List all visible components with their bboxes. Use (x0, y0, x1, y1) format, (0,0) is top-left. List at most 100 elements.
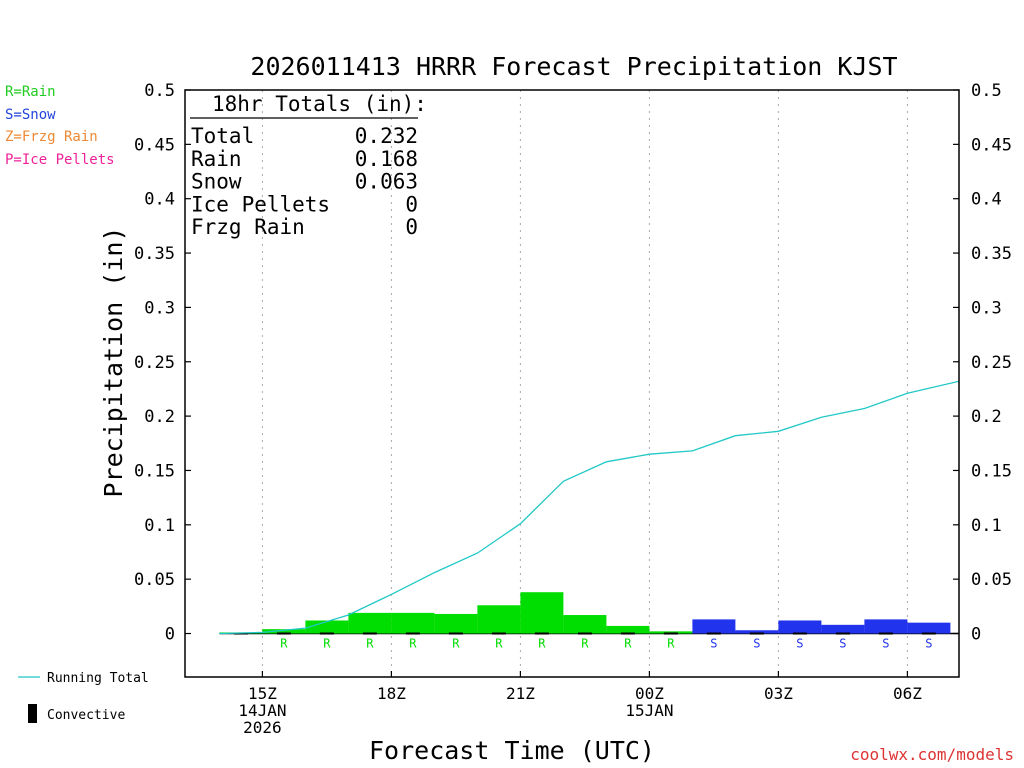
totals-row-value: 0.063 (355, 170, 418, 194)
convective-bar (362, 632, 377, 635)
convective-bar (663, 632, 678, 635)
rain-bar (520, 592, 564, 634)
rain-bar (391, 612, 435, 634)
y-tick-label-right: 0.3 (971, 298, 1002, 318)
convective-bar (577, 632, 592, 635)
running-total-legend-label: Running Total (47, 671, 149, 686)
convective-bar (491, 632, 506, 635)
convective-legend: Convective (28, 704, 125, 723)
totals-row-label: Frzg Rain (191, 215, 305, 239)
precip-type-letter: S (796, 637, 803, 651)
totals-header: 18hr Totals (in): (212, 92, 427, 116)
y-tick-label-left: 0.3 (144, 298, 175, 318)
convective-bar (706, 632, 721, 635)
convective-bar (749, 632, 764, 635)
totals-row-label: Ice Pellets (191, 192, 330, 216)
x-tick-label: 00Z (635, 684, 664, 703)
precip-type-letter: R (495, 637, 503, 651)
rain-bar (563, 615, 607, 634)
totals-row-label: Snow (191, 170, 242, 194)
precip-type-letter: R (538, 637, 546, 651)
x-tick-label: 14JAN (238, 701, 286, 720)
convective-bar (878, 632, 893, 635)
y-tick-label-right: 0.5 (971, 81, 1002, 101)
totals-row-value: 0 (405, 192, 418, 216)
convective-legend-label: Convective (47, 708, 125, 723)
y-tick-label-right: 0 (971, 625, 981, 645)
legend-snow: S=Snow (5, 107, 56, 123)
y-tick-label-right: 0.25 (971, 353, 1012, 373)
convective-bar (835, 632, 850, 635)
precip-type-legend: R=Rain S=Snow Z=Frzg Rain P=Ice Pellets (5, 84, 115, 168)
y-tick-label-left: 0.1 (144, 516, 175, 536)
precip-type-letter: R (581, 637, 589, 651)
rain-bar (434, 613, 478, 634)
totals-row-value: 0.232 (355, 124, 418, 148)
convective-bar (792, 632, 807, 635)
snow-bar (735, 630, 779, 634)
running-total-legend: Running Total (18, 671, 149, 686)
y-tick-label-right: 0.35 (971, 244, 1012, 264)
convective-bar (448, 632, 463, 635)
y-tick-label-left: 0 (165, 625, 175, 645)
y-tick-label-left: 0.45 (134, 135, 175, 155)
credit-text: coolwx.com/models (850, 745, 1014, 764)
legend-rain: R=Rain (5, 84, 56, 100)
convective-bar (319, 632, 334, 635)
snow-bar (821, 624, 865, 634)
y-tick-label-left: 0.2 (144, 407, 175, 427)
precip-type-letter: R (624, 637, 632, 651)
convective-bar (405, 632, 420, 635)
convective-bar (276, 632, 291, 635)
precip-type-letter: R (323, 637, 331, 651)
y-tick-label-left: 0.35 (134, 244, 175, 264)
y-axis-ticks: 0 00.05 0.050.1 0.10.15 0.150.2 0.20.25 0.250.… (134, 81, 1012, 645)
convective-bar (921, 632, 936, 635)
plot-frame (184, 89, 960, 678)
precip-type-letter: R (452, 637, 460, 651)
totals-rows: Total 0.232 Rain 0.168 Snow 0.063 Ice Pellets 0… (191, 124, 418, 239)
y-tick-label-left: 0.05 (134, 570, 175, 590)
y-tick-label-right: 0.2 (971, 407, 1002, 427)
legend-frzg-rain: Z=Frzg Rain (5, 129, 98, 145)
rain-bar (305, 620, 349, 634)
x-tick-label: 15JAN (625, 701, 673, 720)
legend-ice-pellets: P=Ice Pellets (5, 152, 115, 168)
precip-type-letter: S (710, 637, 717, 651)
rain-bar (477, 605, 521, 634)
snow-bar (907, 622, 951, 634)
y-tick-label-left: 0.4 (144, 190, 175, 210)
totals-row-label: Rain (191, 147, 242, 171)
rain-bar (262, 629, 306, 634)
convective-bar (620, 632, 635, 635)
rain-bar (606, 625, 650, 634)
totals-row-value: 0 (405, 215, 418, 239)
x-tick-label: 03Z (764, 684, 793, 703)
running-total-line (219, 380, 960, 635)
y-tick-label-right: 0.15 (971, 461, 1012, 481)
convective-bar (534, 632, 549, 635)
chart-title: 2026011413 HRRR Forecast Precipitation K… (250, 52, 897, 81)
y-tick-label-left: 0.25 (134, 353, 175, 373)
y-tick-label-right: 0.05 (971, 570, 1012, 590)
x-tick-label: 21Z (506, 684, 535, 703)
convective-legend-swatch (28, 704, 37, 723)
y-tick-label-right: 0.4 (971, 190, 1002, 210)
precip-type-letter: R (667, 637, 675, 651)
x-tick-label: 06Z (893, 684, 922, 703)
precip-type-letter: R (409, 637, 417, 651)
precip-type-letter: S (753, 637, 760, 651)
y-axis-title: Precipitation (in) (99, 227, 128, 498)
x-tick-label: 18Z (377, 684, 406, 703)
x-tick-label: 2026 (243, 718, 282, 737)
snow-bar (864, 619, 908, 634)
x-axis-title: Forecast Time (UTC) (369, 736, 655, 765)
precip-bars (219, 592, 951, 634)
y-tick-label-right: 0.1 (971, 516, 1002, 536)
snow-bar (778, 620, 822, 634)
y-tick-label-right: 0.45 (971, 135, 1012, 155)
precip-type-letter: S (839, 637, 846, 651)
